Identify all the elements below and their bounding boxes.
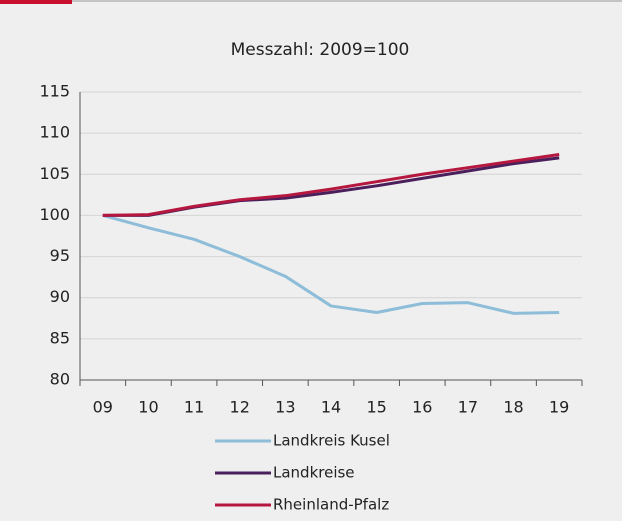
series-line <box>102 213 560 315</box>
y-tick-label: 90 <box>50 287 70 306</box>
legend-label: Rheinland-Pfalz <box>273 496 389 514</box>
y-tick-label: 95 <box>50 246 70 265</box>
x-tick-label: 14 <box>321 398 341 417</box>
x-tick-label: 19 <box>549 398 569 417</box>
x-tick-label: 10 <box>138 398 158 417</box>
legend-label: Landkreis Kusel <box>273 432 390 450</box>
legend-label: Landkreise <box>273 464 355 482</box>
x-tick-label: 13 <box>275 398 295 417</box>
x-tick-label: 11 <box>184 398 204 417</box>
y-tick-label: 110 <box>39 123 70 142</box>
x-tick-label: 15 <box>366 398 386 417</box>
y-tick-label: 105 <box>39 164 70 183</box>
series-line <box>102 153 560 217</box>
x-tick-label: 18 <box>503 398 523 417</box>
y-tick-label: 115 <box>39 82 70 101</box>
accent-bar <box>0 0 72 4</box>
y-tick-label: 85 <box>50 328 70 347</box>
x-tick-label: 16 <box>412 398 432 417</box>
y-tick-label: 100 <box>39 205 70 224</box>
x-tick-label: 17 <box>458 398 478 417</box>
x-tick-label: 09 <box>93 398 113 417</box>
chart-title: Messzahl: 2009=100 <box>231 40 410 60</box>
y-tick-label: 80 <box>50 370 70 389</box>
x-tick-label: 12 <box>230 398 250 417</box>
